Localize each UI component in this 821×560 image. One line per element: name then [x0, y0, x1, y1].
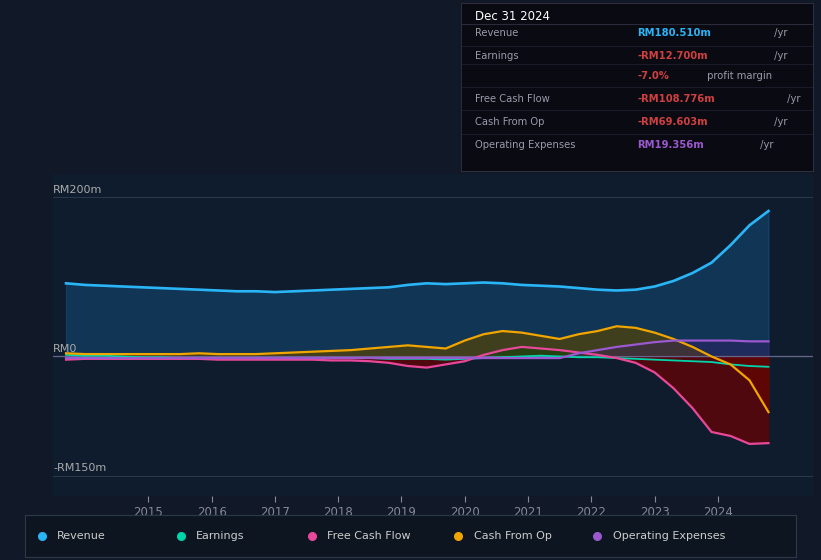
Text: Free Cash Flow: Free Cash Flow	[327, 531, 410, 541]
Text: Cash From Op: Cash From Op	[474, 531, 552, 541]
Text: -RM69.603m: -RM69.603m	[637, 117, 708, 127]
Text: Dec 31 2024: Dec 31 2024	[475, 11, 550, 24]
Text: Operating Expenses: Operating Expenses	[612, 531, 725, 541]
Text: Revenue: Revenue	[57, 531, 106, 541]
Text: /yr: /yr	[771, 117, 787, 127]
Text: /yr: /yr	[771, 51, 787, 61]
Text: -RM150m: -RM150m	[53, 463, 107, 473]
Text: Revenue: Revenue	[475, 28, 519, 38]
Text: profit margin: profit margin	[704, 71, 772, 81]
Text: /yr: /yr	[757, 140, 773, 150]
Text: Free Cash Flow: Free Cash Flow	[475, 94, 550, 104]
Text: /yr: /yr	[771, 28, 787, 38]
Text: RM200m: RM200m	[53, 185, 103, 195]
Text: Earnings: Earnings	[196, 531, 245, 541]
Text: /yr: /yr	[784, 94, 800, 104]
Text: RM19.356m: RM19.356m	[637, 140, 704, 150]
Text: -RM108.776m: -RM108.776m	[637, 94, 715, 104]
Text: RM180.510m: RM180.510m	[637, 28, 711, 38]
Text: Earnings: Earnings	[475, 51, 519, 61]
Text: -7.0%: -7.0%	[637, 71, 669, 81]
Text: RM0: RM0	[53, 344, 78, 354]
Text: -RM12.700m: -RM12.700m	[637, 51, 708, 61]
Text: Cash From Op: Cash From Op	[475, 117, 545, 127]
Text: Operating Expenses: Operating Expenses	[475, 140, 576, 150]
